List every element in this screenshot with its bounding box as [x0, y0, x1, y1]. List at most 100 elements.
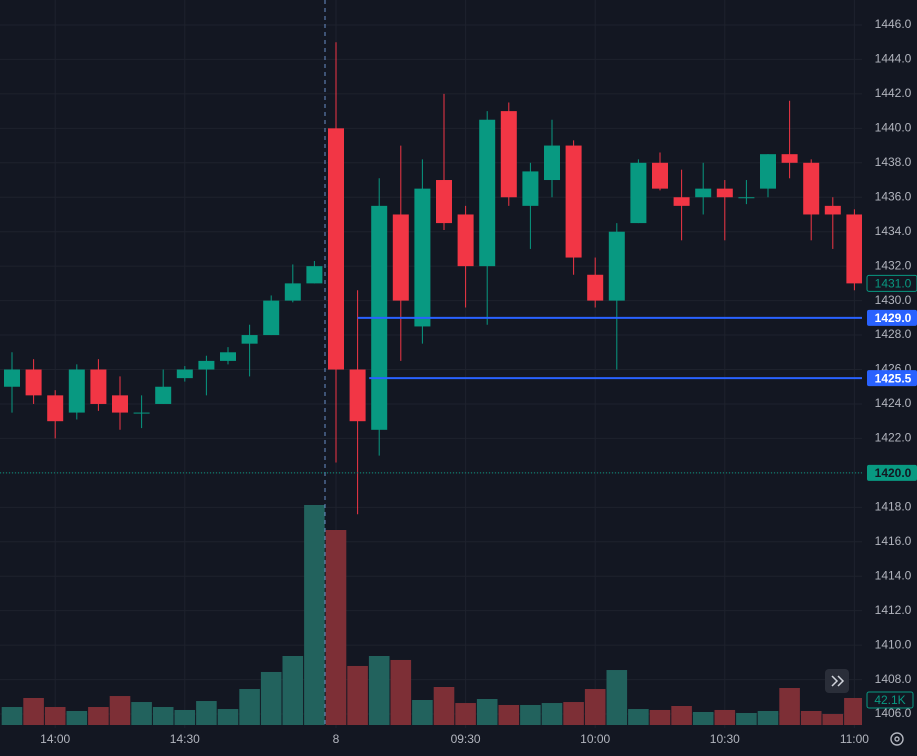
candle-body: [90, 369, 107, 404]
volume-bar: [282, 656, 304, 725]
grid: [0, 0, 862, 728]
y-tick-label: 1414.0: [875, 568, 912, 582]
candle-body: [328, 128, 344, 370]
axes: 1406.0 1408.0 1410.0 1412.0 1414.0 1416.0 1418…: [40, 17, 917, 746]
candle-body: [68, 369, 85, 413]
volume-bar: [520, 704, 541, 725]
y-tick-label: 1442.0: [875, 86, 912, 100]
volume-bar: [174, 709, 196, 725]
candle-body: [241, 335, 258, 344]
x-tick-label: 10:00: [580, 732, 610, 746]
volume-bar: [455, 703, 476, 725]
volume-bar: [714, 709, 736, 725]
volume-label: 42.1K: [874, 693, 905, 707]
candle-body: [112, 395, 128, 413]
candle-body: [4, 369, 20, 387]
candle-body: [760, 154, 776, 189]
candle-body: [544, 145, 560, 181]
candle-pane: [4, 42, 862, 515]
price-label: 1429.0: [875, 311, 912, 325]
volume-bar: [628, 709, 649, 725]
last-price-box: [866, 274, 917, 292]
settings-button[interactable]: [890, 732, 904, 746]
candle-body: [306, 266, 323, 284]
candle-body: [652, 162, 668, 189]
y-tick-label: 1418.0: [875, 499, 912, 513]
volume-bar: [498, 704, 520, 725]
price-label: 1425.5: [875, 371, 912, 385]
volume-bar: [757, 710, 779, 725]
volume-bar: [304, 505, 325, 725]
volume-bar: [239, 689, 260, 725]
candle-body: [133, 412, 150, 414]
volume-bar: [88, 707, 109, 725]
volume-bar: [584, 689, 606, 725]
y-tick-label: 1432.0: [875, 258, 912, 272]
y-tick-label: 1434.0: [875, 224, 912, 238]
volume-bar: [779, 688, 800, 725]
candle-body: [263, 300, 280, 336]
price-label: 1420.0: [875, 466, 912, 480]
volume-bar: [325, 529, 347, 725]
candle-body: [803, 162, 820, 215]
candle-body: [457, 214, 474, 267]
candle-body: [414, 188, 431, 327]
candle-body: [25, 369, 42, 396]
volume-bar: [66, 710, 88, 725]
y-tick-label: 1422.0: [875, 431, 912, 445]
candle-body: [630, 162, 647, 224]
y-tick-label: 1424.0: [875, 396, 912, 410]
volume-bar: [44, 707, 66, 725]
volume-bar: [217, 709, 239, 725]
candle-body: [436, 180, 452, 224]
candle-body: [587, 274, 604, 301]
price-label-box: [867, 464, 917, 481]
candle-body: [716, 188, 733, 198]
y-tick-label: 1444.0: [875, 52, 912, 66]
y-tick-label: 1406.0: [875, 706, 912, 720]
volume-bar: [476, 698, 498, 725]
volume-bar: [23, 697, 44, 725]
candle-body: [781, 154, 798, 163]
volume-bar: [736, 713, 757, 725]
y-tick-label: 1412.0: [875, 603, 912, 617]
candle-body: [220, 352, 236, 361]
volume-bar: [844, 697, 862, 725]
price-label-box: [867, 370, 917, 387]
x-tick-label: 10:30: [710, 732, 740, 746]
volume-bar: [822, 714, 844, 725]
x-tick-label: 8: [333, 732, 340, 746]
volume-bar: [152, 707, 174, 725]
volume-bar: [412, 700, 433, 725]
y-tick-label: 1408.0: [875, 672, 912, 686]
candle-body: [673, 197, 690, 206]
volume-bar: [390, 659, 412, 725]
y-tick-label: 1440.0: [875, 121, 912, 135]
price-lines: [0, 316, 862, 474]
volume-bar: [131, 702, 152, 725]
y-tick-label: 1410.0: [875, 637, 912, 651]
price-label-box: [867, 309, 917, 326]
candle-body: [608, 231, 625, 301]
candle-body: [198, 360, 215, 370]
candle-body: [155, 386, 172, 404]
volume-bar: [196, 701, 217, 725]
y-tick-label: 1438.0: [875, 155, 912, 169]
y-tick-label: 1416.0: [875, 534, 912, 548]
candle-body: [824, 205, 841, 215]
y-tick-label: 1430.0: [875, 293, 912, 307]
candle-body: [479, 119, 496, 267]
last-price-label: 1431.0: [875, 277, 912, 291]
volume-bar: [692, 711, 714, 725]
scroll-button[interactable]: [825, 669, 849, 693]
candle-body: [522, 171, 539, 206]
candle-body: [846, 214, 862, 284]
volume-bar: [1, 707, 23, 725]
y-tick-label: 1436.0: [875, 189, 912, 203]
candle-body: [176, 369, 193, 379]
volume-bar: [368, 656, 390, 725]
y-tick-label: 1446.0: [875, 17, 912, 31]
candle-body: [284, 283, 301, 301]
